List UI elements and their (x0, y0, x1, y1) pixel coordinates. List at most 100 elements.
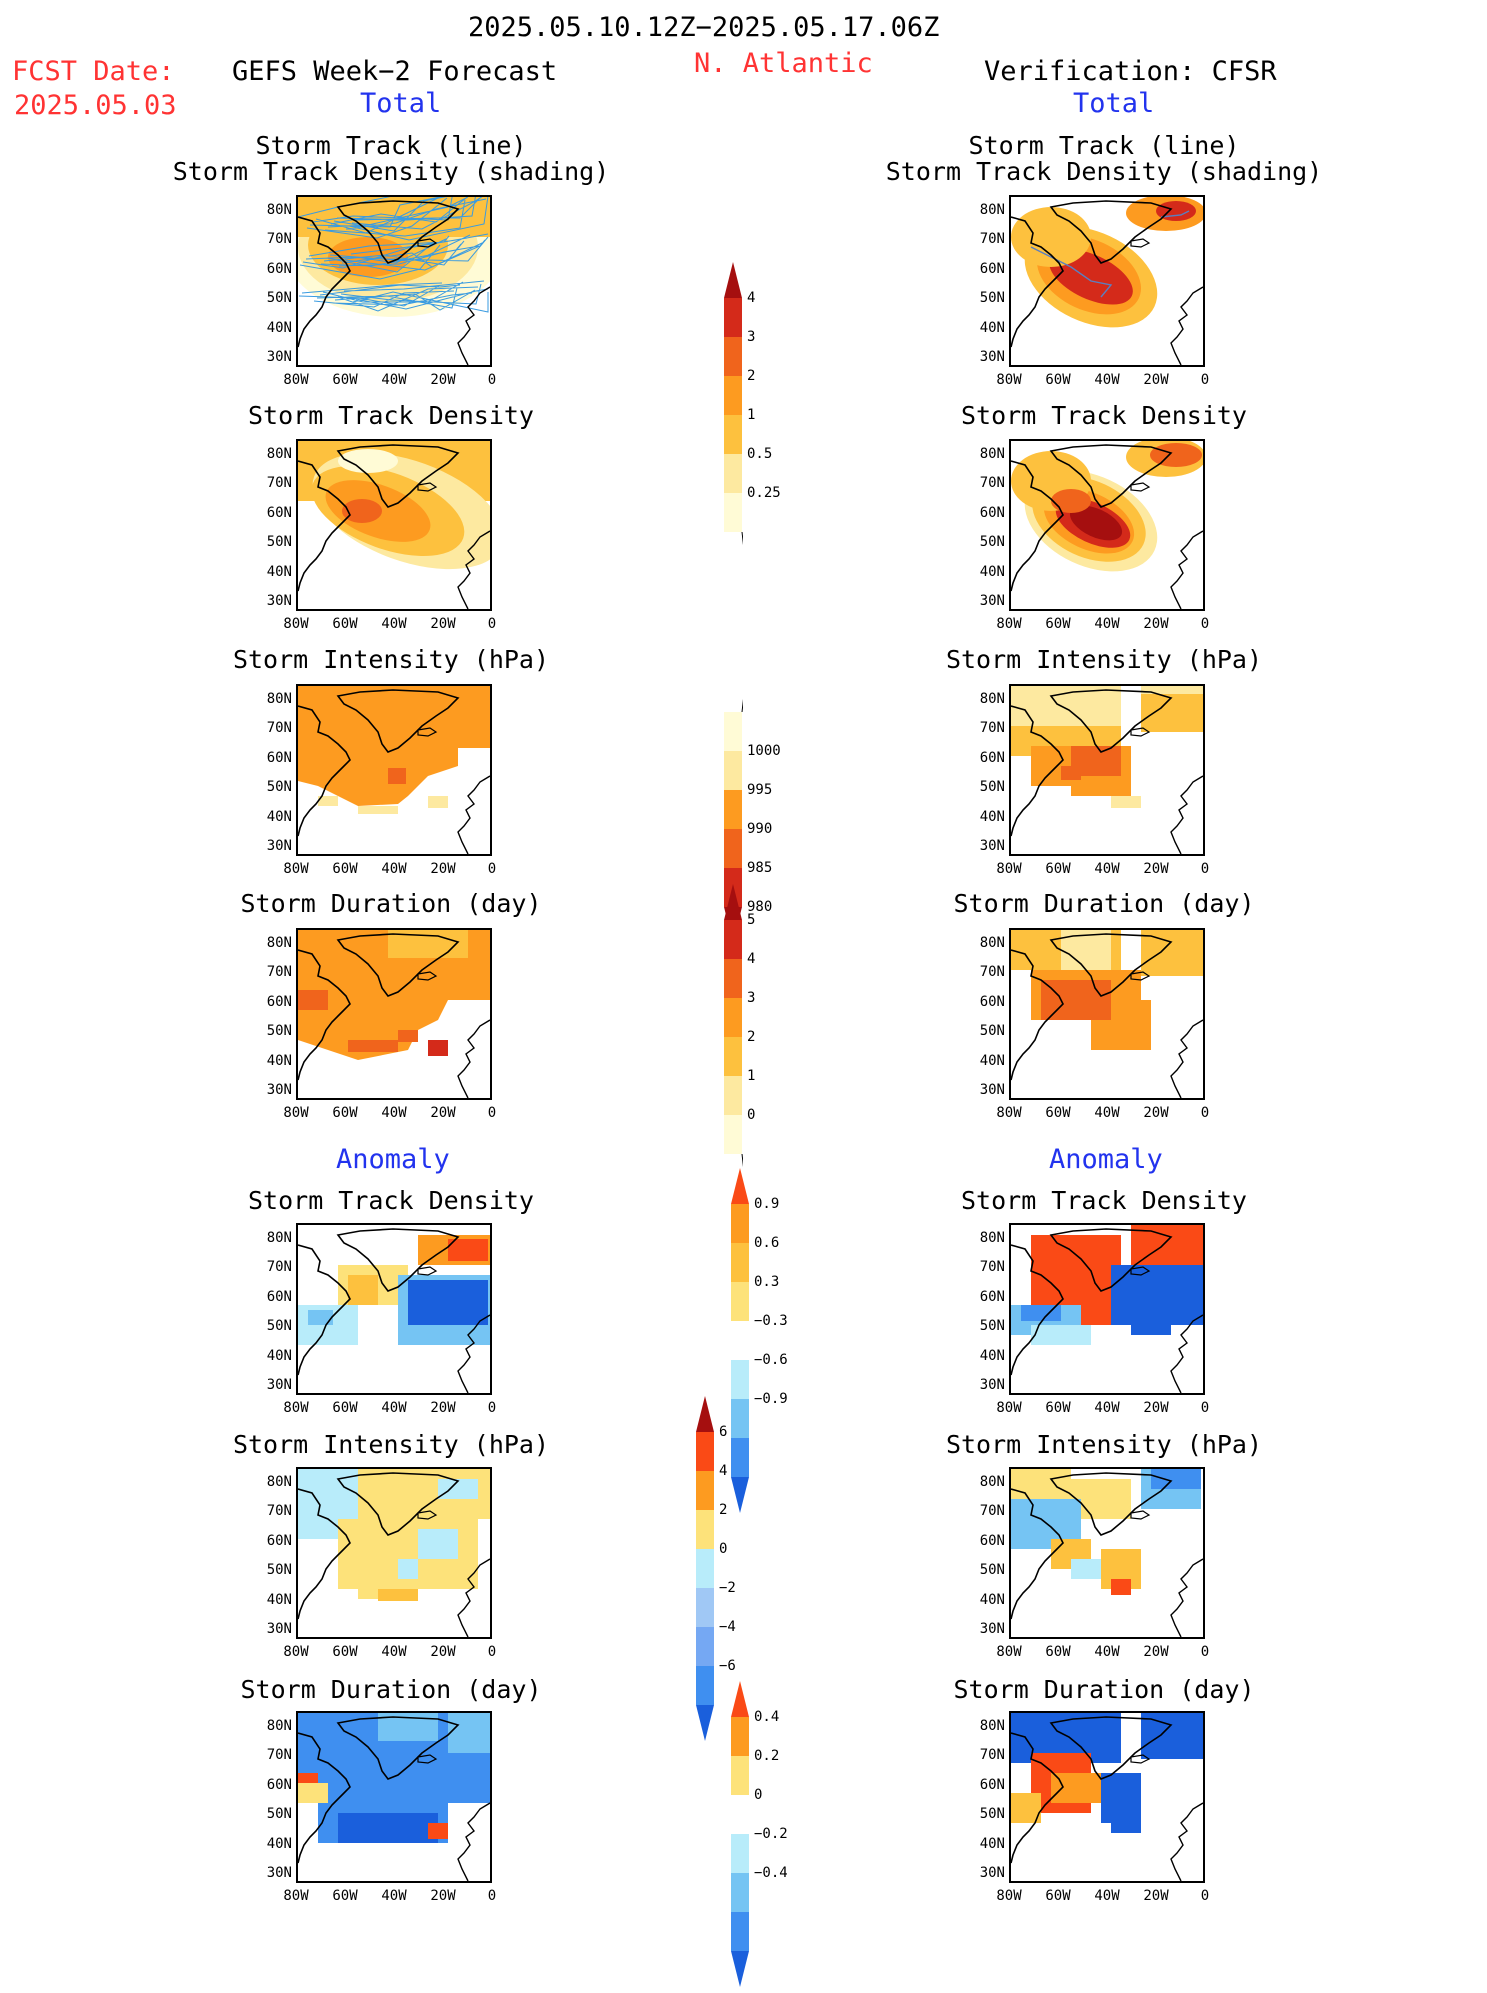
lat-tick-label: 80N (979, 1474, 1005, 1490)
grid-cell (428, 1823, 448, 1839)
lat-tick-label: 60N (979, 1532, 1005, 1549)
colorbar-tick-label: 1000 (747, 743, 781, 759)
lat-tick-label: 80N (266, 691, 292, 707)
fcst-date-label: FCST Date: (12, 56, 175, 87)
colorbar-swatch (731, 1912, 749, 1951)
grid-cell (1061, 766, 1081, 780)
lon-tick-label: 0 (487, 1888, 497, 1904)
grid-cell (1011, 686, 1121, 726)
lon-tick-label: 40W (1094, 1888, 1120, 1904)
lat-tick-label: 80N (266, 1230, 292, 1246)
colorbar-swatch (731, 1756, 749, 1795)
colorbar-swatch (724, 790, 742, 829)
iceland-coast (1130, 1754, 1151, 1764)
colorbar-total-density (723, 262, 746, 568)
colorbar-triangle-bottom (731, 1951, 749, 1987)
colorbar-swatch (696, 1432, 714, 1471)
europe-coast (457, 1019, 490, 1098)
lat-tick-label: 50N (266, 1023, 292, 1040)
lon-tick-label: 80W (996, 372, 1022, 388)
colorbar-tick-label: 2 (719, 1502, 728, 1518)
panel-title-anom-density-right: Storm Track Density (961, 1186, 1247, 1215)
north-america-coast (298, 949, 351, 1081)
lat-tick-label: 50N (266, 1318, 292, 1335)
colorbar-tick-label: 5 (747, 912, 756, 928)
lon-tick-label: 40W (1094, 861, 1120, 877)
grid-cell (398, 1030, 418, 1042)
greenland-coast (336, 200, 460, 264)
colorbar-swatch (696, 1666, 714, 1705)
lon-tick-label: 0 (1200, 616, 1210, 632)
lat-tick-label: 70N (979, 1747, 1005, 1764)
panel-title-track-line-left: Storm Track (line) (255, 131, 527, 160)
colorbar-tick-label: −0.4 (754, 1865, 788, 1881)
iceland-coast (1130, 727, 1151, 737)
lon-tick-label: 60W (1045, 1888, 1071, 1904)
density-contour (342, 499, 382, 523)
grid-cell (348, 1040, 378, 1052)
colorbar-tail (741, 685, 746, 713)
lat-tick-label: 50N (266, 779, 292, 796)
colorbar-tail (741, 531, 746, 559)
lon-tick-label: 20W (430, 1888, 456, 1904)
lon-tick-label: 20W (430, 372, 456, 388)
colorbar-swatch (696, 1510, 714, 1549)
lat-tick-label: 40N (266, 1591, 292, 1608)
lat-tick-label: 60N (266, 749, 292, 766)
north-america-coast (298, 1244, 351, 1376)
density-contour (1069, 505, 1123, 541)
colorbar-tick-label: 2 (747, 368, 756, 384)
grid-cell (438, 1479, 478, 1499)
lon-tick-label: 40W (1094, 616, 1120, 632)
colorbar-triangle-top (724, 262, 742, 298)
colorbar-swatch (731, 1834, 749, 1873)
lat-tick-label: 60N (266, 260, 292, 277)
colorbar-tick-label: −0.2 (754, 1826, 788, 1842)
grid-cell (338, 1813, 438, 1843)
region-title: N. Atlantic (694, 48, 873, 79)
colorbar-swatch (724, 1076, 742, 1115)
europe-coast (1170, 530, 1203, 609)
colorbar-tick-label: 1 (747, 407, 756, 423)
lon-tick-label: 0 (1200, 1400, 1210, 1416)
north-america-coast (298, 1488, 351, 1620)
greenland-coast (1049, 1228, 1173, 1292)
lat-tick-label: 30N (266, 349, 292, 365)
map-anom-duration-right (1009, 1711, 1205, 1883)
lat-tick-label: 40N (266, 1052, 292, 1069)
lat-tick-label: 60N (979, 1776, 1005, 1793)
lat-tick-label: 30N (266, 1082, 292, 1098)
greenland-coast (1049, 200, 1173, 264)
lat-tick-label: 50N (266, 1806, 292, 1823)
north-america-coast (298, 1732, 351, 1864)
lat-tick-label: 40N (266, 563, 292, 580)
greenland-coast (336, 1472, 460, 1536)
lon-tick-label: 60W (1045, 616, 1071, 632)
lat-tick-label: 60N (266, 1776, 292, 1793)
colorbar-triangle-top (696, 1396, 714, 1432)
lat-tick-label: 40N (979, 1591, 1005, 1608)
lon-tick-label: 20W (1143, 1105, 1169, 1121)
lat-tick-label: 60N (979, 749, 1005, 766)
lon-tick-label: 80W (996, 616, 1022, 632)
lat-tick-label: 50N (979, 290, 1005, 307)
colorbar-triangle-bottom (696, 1705, 714, 1741)
lon-tick-label: 0 (487, 616, 497, 632)
lon-tick-label: 20W (430, 616, 456, 632)
europe-coast (1170, 1558, 1203, 1637)
density-contour (338, 449, 398, 473)
panel-title-duration-left: Storm Duration (day) (240, 889, 542, 918)
panel-title-density-left: Storm Track Density (248, 401, 534, 430)
map-anom-duration-left (296, 1711, 492, 1883)
lat-tick-label: 70N (979, 1503, 1005, 1520)
lat-tick-label: 70N (979, 231, 1005, 248)
grid-cell (428, 796, 448, 808)
anomaly-label-left: Anomaly (336, 1144, 450, 1175)
iceland-coast (417, 482, 438, 492)
lon-tick-label: 80W (996, 1644, 1022, 1660)
grid-cell (388, 768, 406, 784)
iceland-coast (1130, 238, 1151, 248)
lat-tick-label: 30N (979, 1865, 1005, 1881)
lat-tick-label: 70N (266, 1747, 292, 1764)
grid-cell (348, 1275, 378, 1305)
